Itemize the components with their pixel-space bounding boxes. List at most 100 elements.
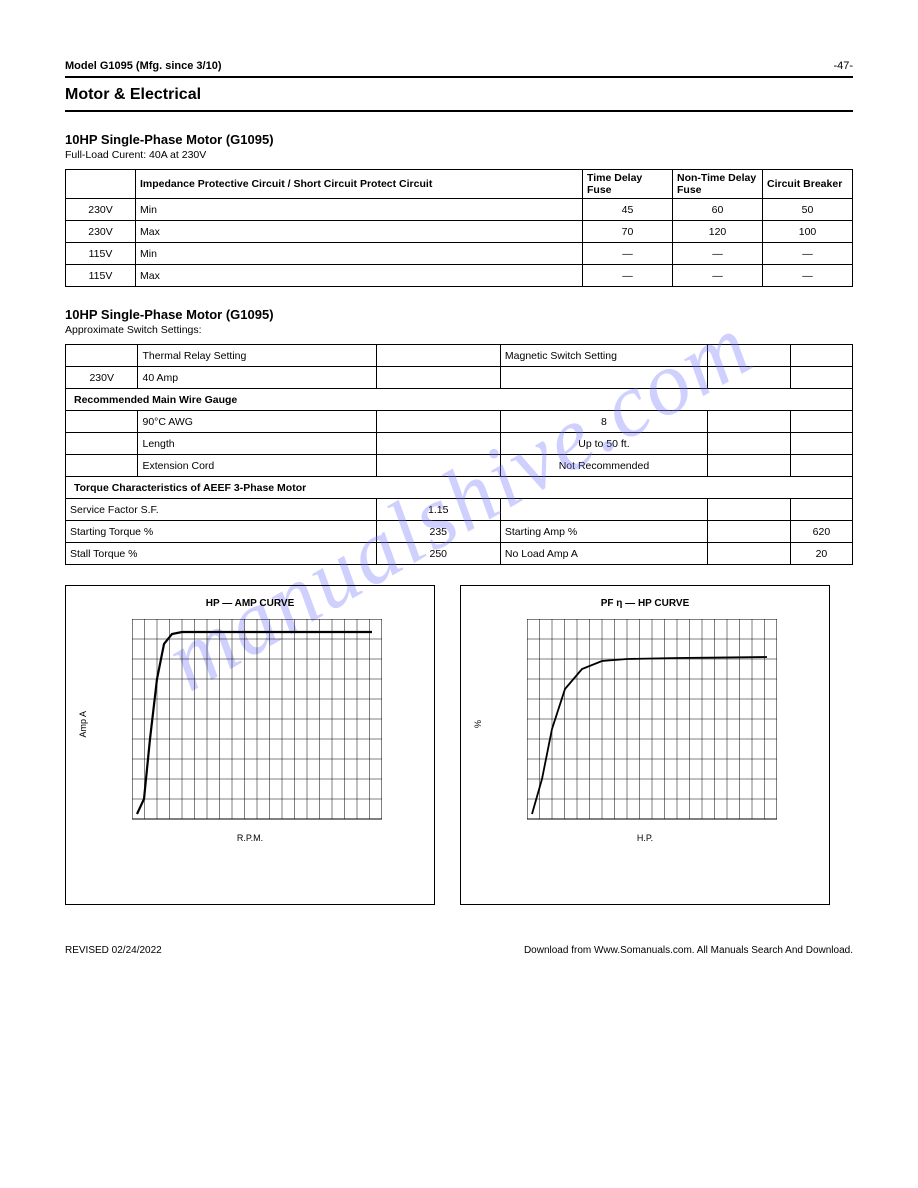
td: Up to 50 ft. bbox=[500, 433, 707, 455]
graph1-title: HP — AMP CURVE bbox=[78, 598, 422, 609]
graph1-ylabel: Amp A bbox=[78, 711, 88, 738]
td: 230V bbox=[66, 367, 138, 389]
td: Magnetic Switch Setting bbox=[500, 345, 707, 367]
td bbox=[66, 345, 138, 367]
header-right: -47- bbox=[833, 60, 853, 72]
section2-title: 10HP Single-Phase Motor (G1095) bbox=[65, 307, 853, 322]
td: 20 bbox=[790, 543, 852, 565]
page-header: Model G1095 (Mfg. since 3/10) -47- bbox=[65, 60, 853, 78]
table-row: Starting Torque %235Starting Amp % 620 bbox=[66, 521, 853, 543]
td: 50 bbox=[763, 199, 853, 221]
td: 115V bbox=[66, 265, 136, 287]
td: Service Factor S.F. bbox=[66, 499, 377, 521]
td: Stall Torque % bbox=[66, 543, 377, 565]
td: Thermal Relay Setting bbox=[138, 345, 376, 367]
td: — bbox=[763, 265, 853, 287]
footer-left: REVISED 02/24/2022 bbox=[65, 945, 162, 956]
td bbox=[376, 455, 500, 477]
table-row: Service Factor S.F.1.15 bbox=[66, 499, 853, 521]
td: Torque Characteristics of AEEF 3-Phase M… bbox=[66, 477, 853, 499]
section1-sub: Full-Load Curent: 40A at 230V bbox=[65, 149, 853, 161]
td bbox=[707, 543, 790, 565]
td: Starting Torque % bbox=[66, 521, 377, 543]
table-row: Torque Characteristics of AEEF 3-Phase M… bbox=[66, 477, 853, 499]
td bbox=[707, 455, 790, 477]
td bbox=[790, 367, 852, 389]
td bbox=[790, 411, 852, 433]
td: 620 bbox=[790, 521, 852, 543]
footer-right: Download from Www.Somanuals.com. All Man… bbox=[524, 945, 853, 956]
td bbox=[790, 499, 852, 521]
td: 45 bbox=[583, 199, 673, 221]
td: Not Recommended bbox=[500, 455, 707, 477]
graph2-title: PF η — HP CURVE bbox=[473, 598, 817, 609]
td bbox=[376, 411, 500, 433]
td bbox=[707, 411, 790, 433]
td: Max bbox=[136, 221, 583, 243]
table-row: 230V 40 Amp bbox=[66, 367, 853, 389]
td: — bbox=[673, 243, 763, 265]
td bbox=[500, 367, 707, 389]
td bbox=[707, 433, 790, 455]
table-row: 115VMin——— bbox=[66, 243, 853, 265]
td bbox=[66, 433, 138, 455]
td: 100 bbox=[763, 221, 853, 243]
td bbox=[707, 499, 790, 521]
table-row: Extension Cord Not Recommended bbox=[66, 455, 853, 477]
th: Circuit Breaker bbox=[763, 170, 853, 199]
td bbox=[790, 433, 852, 455]
th: Impedance Protective Circuit / Short Cir… bbox=[136, 170, 583, 199]
td: — bbox=[583, 243, 673, 265]
th bbox=[66, 170, 136, 199]
td: 90°C AWG bbox=[138, 411, 376, 433]
td: Starting Amp % bbox=[500, 521, 707, 543]
table-row: 115VMax——— bbox=[66, 265, 853, 287]
td: — bbox=[763, 243, 853, 265]
td bbox=[376, 367, 500, 389]
header-left: Model G1095 (Mfg. since 3/10) bbox=[65, 60, 222, 72]
td: Min bbox=[136, 199, 583, 221]
td bbox=[376, 433, 500, 455]
table-row: 230VMax70120100 bbox=[66, 221, 853, 243]
section1-title: 10HP Single-Phase Motor (G1095) bbox=[65, 132, 853, 147]
table-row: Thermal Relay Setting Magnetic Switch Se… bbox=[66, 345, 853, 367]
td: Length bbox=[138, 433, 376, 455]
td bbox=[707, 345, 790, 367]
td: 115V bbox=[66, 243, 136, 265]
td bbox=[707, 367, 790, 389]
td: 1.15 bbox=[376, 499, 500, 521]
td: Extension Cord bbox=[138, 455, 376, 477]
graph-pf-hp: PF η — HP CURVE % H.P. bbox=[460, 585, 830, 905]
td: Recommended Main Wire Gauge bbox=[66, 389, 853, 411]
table-row: 90°C AWG8 bbox=[66, 411, 853, 433]
th: Time Delay Fuse bbox=[583, 170, 673, 199]
graph2-svg bbox=[527, 619, 777, 829]
td: 70 bbox=[583, 221, 673, 243]
td bbox=[376, 345, 500, 367]
table-row: Length Up to 50 ft. bbox=[66, 433, 853, 455]
td bbox=[66, 455, 138, 477]
td: 120 bbox=[673, 221, 763, 243]
table-row: Recommended Main Wire Gauge bbox=[66, 389, 853, 411]
graph1-svg bbox=[132, 619, 382, 829]
graph-hp-amp: HP — AMP CURVE Amp A R.P.M. bbox=[65, 585, 435, 905]
footer: REVISED 02/24/2022 Download from Www.Som… bbox=[65, 945, 853, 956]
page-title: Motor & Electrical bbox=[65, 86, 853, 104]
td: Max bbox=[136, 265, 583, 287]
td bbox=[66, 411, 138, 433]
td: 250 bbox=[376, 543, 500, 565]
td bbox=[500, 499, 707, 521]
td bbox=[707, 521, 790, 543]
section2-sub: Approximate Switch Settings: bbox=[65, 324, 853, 336]
td: Min bbox=[136, 243, 583, 265]
graph2-ylabel: % bbox=[473, 720, 483, 728]
td: 230V bbox=[66, 199, 136, 221]
graphs-container: HP — AMP CURVE Amp A R.P.M. PF η — HP CU… bbox=[65, 585, 853, 905]
th: Non-Time Delay Fuse bbox=[673, 170, 763, 199]
td: No Load Amp A bbox=[500, 543, 707, 565]
table-row: 230VMin456050 bbox=[66, 199, 853, 221]
td: 235 bbox=[376, 521, 500, 543]
graph2-xlabel: H.P. bbox=[473, 833, 817, 843]
page-title-line: Motor & Electrical bbox=[65, 86, 853, 112]
td: 230V bbox=[66, 221, 136, 243]
